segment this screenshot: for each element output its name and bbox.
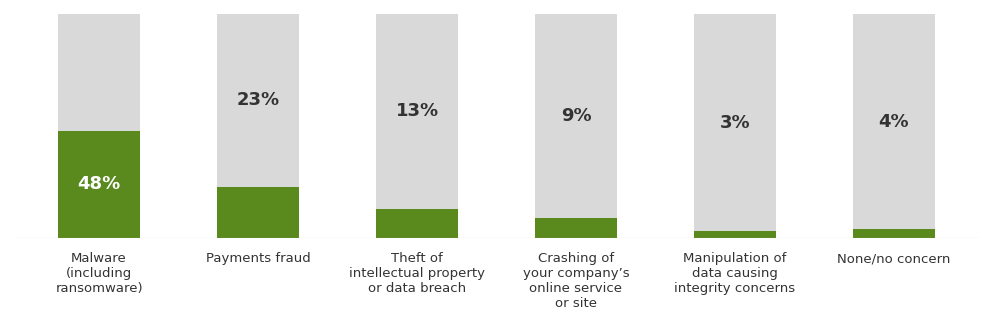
Bar bbox=[58, 131, 140, 238]
Bar bbox=[534, 218, 618, 238]
Bar bbox=[853, 14, 935, 238]
Text: 9%: 9% bbox=[561, 107, 591, 125]
Text: 3%: 3% bbox=[720, 114, 751, 132]
Text: 48%: 48% bbox=[77, 175, 121, 193]
Bar bbox=[694, 231, 777, 238]
Bar bbox=[375, 209, 459, 238]
Bar bbox=[853, 229, 935, 238]
Bar bbox=[58, 14, 140, 238]
Text: 13%: 13% bbox=[395, 102, 439, 121]
Bar bbox=[216, 187, 299, 238]
Text: 23%: 23% bbox=[236, 91, 280, 109]
Text: 4%: 4% bbox=[879, 112, 910, 131]
Bar bbox=[375, 14, 459, 238]
Bar bbox=[694, 14, 777, 238]
Bar bbox=[216, 14, 299, 238]
Bar bbox=[534, 14, 618, 238]
